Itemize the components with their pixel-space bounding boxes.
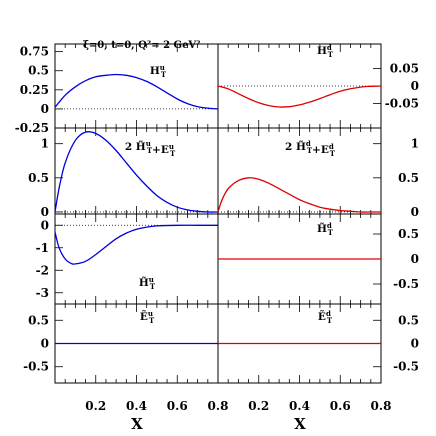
y-tick-label: 0.5 bbox=[28, 171, 49, 185]
y-tick-label: 1 bbox=[411, 137, 419, 151]
panel-6: 0.5 0 -0.5 H̃d T bbox=[217, 213, 419, 305]
x-tick-label: 0.8 bbox=[208, 399, 229, 413]
y-tick-label: 0.5 bbox=[28, 313, 49, 327]
panel-frame bbox=[54, 213, 219, 305]
y-tick-label: 0 bbox=[411, 205, 419, 219]
x-tick-label: 0.4 bbox=[289, 399, 310, 413]
panel-title: H̃d T bbox=[317, 221, 334, 237]
panel-5: 0 -1 -2 -3 H̃u T bbox=[36, 213, 219, 305]
y-tick-label: 1 bbox=[41, 137, 49, 151]
y-tick-label: 0 bbox=[411, 337, 419, 351]
series-line bbox=[54, 224, 218, 265]
series-line bbox=[217, 85, 382, 108]
y-tick-label: -0.5 bbox=[23, 360, 49, 374]
panel-title: Hu T bbox=[150, 63, 167, 79]
x-tick-label: 0.2 bbox=[248, 399, 269, 413]
series-line bbox=[54, 73, 219, 110]
y-tick-label: 0 bbox=[411, 252, 419, 266]
x-tick-label: 0.6 bbox=[330, 399, 351, 413]
panel-title: Ẽu T bbox=[140, 309, 155, 325]
panel-title: 2 H̃u T+Eu T bbox=[125, 139, 176, 158]
x-tick-label: 0.6 bbox=[167, 399, 188, 413]
x-tick-label: 0.8 bbox=[371, 399, 392, 413]
panel-title: Ẽd T bbox=[318, 309, 333, 325]
x-tick-label: 0.2 bbox=[85, 399, 106, 413]
panel-title: 2 H̃d T+Ed T bbox=[285, 139, 336, 158]
y-tick-label: -0.5 bbox=[393, 277, 419, 291]
panel-2: 0.05 0 -0.05 Hd T bbox=[217, 43, 419, 129]
y-tick-label: -1 bbox=[36, 241, 49, 255]
x-axis-label-right: X bbox=[294, 415, 306, 433]
panel-4: 1 0.5 0 2 H̃d T+Ed T bbox=[217, 127, 419, 219]
y-tick-label: 0 bbox=[411, 79, 419, 93]
panel-title: Hd T bbox=[317, 43, 334, 59]
panel-3: 1 0.5 0 2 H̃u T+Eu T bbox=[28, 127, 219, 219]
series-line bbox=[54, 131, 219, 213]
y-tick-label: 0.5 bbox=[398, 171, 419, 185]
series-line bbox=[217, 177, 381, 213]
y-tick-label: -0.25 bbox=[15, 121, 49, 135]
y-tick-label: -0.5 bbox=[393, 360, 419, 374]
y-tick-label: 0 bbox=[41, 218, 49, 232]
panel-title: H̃u T bbox=[139, 275, 156, 291]
y-tick-label: -3 bbox=[36, 286, 49, 300]
x-tick-label: 0.4 bbox=[126, 399, 147, 413]
y-tick-label: 0 bbox=[41, 205, 49, 219]
y-tick-label: 0.5 bbox=[28, 64, 49, 78]
panel-frame bbox=[54, 43, 219, 129]
panel-7: 0.5 0 -0.5 Ẽu T bbox=[23, 303, 219, 384]
y-tick-label: 0.25 bbox=[20, 83, 49, 97]
y-tick-label: 0.5 bbox=[398, 227, 419, 241]
x-axis-label-left: X bbox=[131, 415, 143, 433]
y-tick-label: -2 bbox=[36, 263, 49, 277]
y-tick-label: 0.75 bbox=[20, 45, 49, 59]
panel-8: 0.5 0 -0.5 Ẽd T bbox=[217, 303, 419, 384]
y-tick-label: 0.5 bbox=[398, 313, 419, 327]
y-tick-label: 0 bbox=[41, 102, 49, 116]
y-tick-label: 0.05 bbox=[390, 62, 419, 76]
panel-1: 0.75 0.5 0.25 0 -0.25 Hu T bbox=[15, 43, 219, 135]
y-tick-label: 0 bbox=[41, 337, 49, 351]
kinematics-label: ξ=0, t=0, Q²= 2 GeV² bbox=[83, 40, 201, 51]
y-tick-label: -0.05 bbox=[385, 97, 419, 111]
